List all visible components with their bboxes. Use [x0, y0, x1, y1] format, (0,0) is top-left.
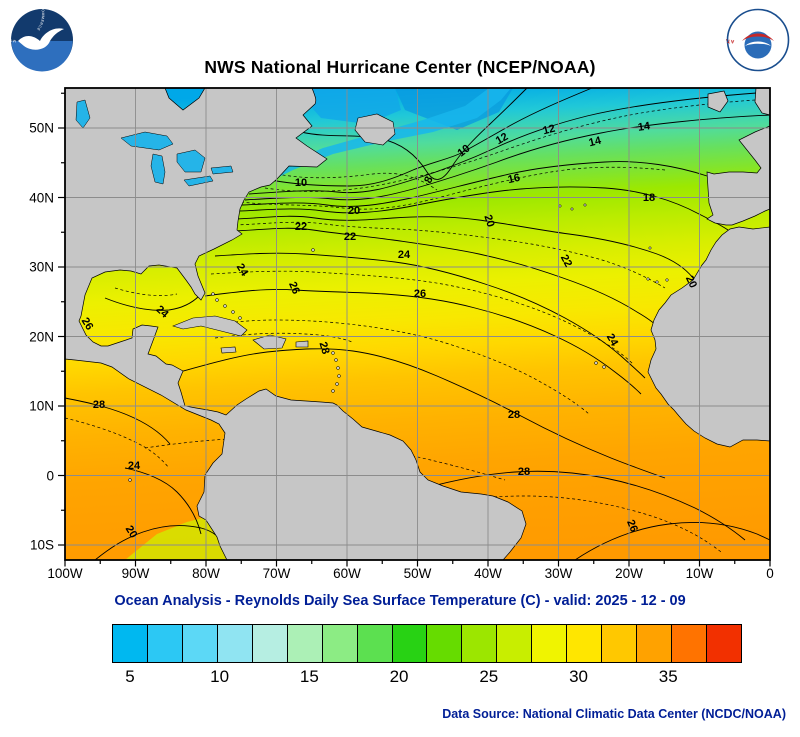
- colorbar-segment: [602, 625, 638, 662]
- colorbar-tick-label: 10: [210, 667, 230, 686]
- colorbar-ticks: 5 10 15 20 25 30 35: [112, 667, 740, 689]
- colorbar-tick-label: 15: [299, 667, 319, 686]
- lon-axis: 100W 90W 80W 70W 60W 50W 40W 30W 20W 10W 0: [47, 564, 773, 584]
- colorbar-segment: [706, 625, 741, 662]
- island-newfoundland: [354, 113, 396, 146]
- sst-map: [58, 87, 771, 567]
- nws-globe-icon: [744, 31, 772, 59]
- colorbar-segment: [427, 625, 463, 662]
- noaa-logo: NATIONAL OCEANIC AND ATMOSPHERIC ADMINIS…: [10, 8, 73, 72]
- lat-label: 50N: [29, 120, 54, 136]
- colorbar-segment: [672, 625, 707, 662]
- colorbar-segment: [252, 625, 288, 662]
- great-lakes: [75, 99, 234, 187]
- land-africa: [647, 226, 771, 448]
- colorbar-tick-label: 5: [125, 667, 135, 686]
- land-iberia-france: [706, 125, 771, 226]
- nws-bird-icon: [742, 33, 774, 41]
- nws-logo: NATIONAL WEATHER SERVICE: [726, 8, 790, 72]
- colorbar-segment: [217, 625, 253, 662]
- colorbar-segment: [357, 625, 393, 662]
- lon-label: 90W: [121, 566, 150, 581]
- colorbar-segment: [113, 625, 148, 662]
- land-ireland: [707, 90, 729, 113]
- colorbar-segment: [147, 625, 183, 662]
- noaa-gull-icon: [18, 28, 64, 50]
- lat-label: 40N: [29, 190, 54, 205]
- page-title: NWS National Hurricane Center (NCEP/NOAA…: [204, 57, 596, 77]
- colorbar-segment: [567, 625, 603, 662]
- noaa-logo-sea: [11, 41, 73, 72]
- island-cuba: [172, 315, 248, 337]
- lon-label: 80W: [192, 566, 220, 581]
- colorbar-tick-label: 30: [569, 667, 588, 686]
- lat-label: 10S: [29, 537, 54, 553]
- island-puerto-rico: [295, 340, 309, 348]
- colorbar: [112, 624, 742, 663]
- data-source-note: Data Source: National Climatic Data Cent…: [442, 707, 786, 721]
- colorbar-segment: [182, 625, 218, 662]
- colorbar-segment: [497, 625, 533, 662]
- lon-label: 40W: [474, 566, 502, 581]
- lat-label: 30N: [29, 259, 54, 275]
- land-americas: [64, 87, 527, 561]
- colorbar-tick-label: 35: [658, 667, 678, 686]
- lat-label: 0: [46, 468, 54, 483]
- map-caption: Ocean Analysis - Reynolds Daily Sea Surf…: [114, 593, 686, 609]
- colorbar-segment: [392, 625, 428, 662]
- lon-label: 100W: [47, 566, 83, 581]
- lon-label: 60W: [333, 566, 361, 581]
- island-jamaica: [220, 346, 237, 354]
- lon-label: 0: [766, 566, 774, 581]
- lat-label: 10N: [29, 398, 54, 414]
- colorbar-segment: [462, 625, 498, 662]
- island-hispaniola: [252, 334, 287, 350]
- colorbar-segment: [532, 625, 568, 662]
- map-frame: 10 8 10 12 12 14 14 16 18 20 20 22 22 24 22 24 26 26 24 24 2…: [58, 87, 771, 567]
- lon-label: 20W: [615, 566, 643, 581]
- grid-lines: [65, 88, 770, 560]
- lon-label: 10W: [685, 566, 714, 581]
- map-border: [64, 87, 771, 561]
- lon-label: 30W: [544, 566, 573, 581]
- colorbar-tick-label: 20: [389, 667, 409, 686]
- colorbar-segment: [637, 625, 672, 662]
- colorbar-segment: [322, 625, 358, 662]
- lat-axis: 50N 40N 30N 20N 10N 0 10S: [0, 88, 62, 560]
- lat-label: 20N: [29, 329, 54, 344]
- lon-label: 70W: [262, 566, 291, 581]
- colorbar-segment: [287, 625, 323, 662]
- small-islands: [128, 203, 669, 482]
- colorbar-tick-label: 25: [479, 667, 499, 686]
- lon-label: 50W: [403, 566, 432, 581]
- nws-wave-icon: [745, 41, 771, 46]
